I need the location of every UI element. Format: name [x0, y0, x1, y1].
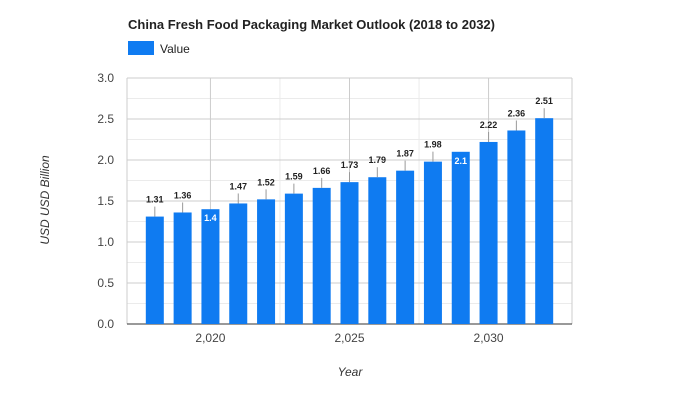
y-axis-title: USD USD Billion [38, 155, 52, 245]
data-label: 2.36 [508, 108, 526, 118]
data-label: 1.36 [174, 190, 192, 200]
bar[interactable] [145, 216, 164, 324]
bar[interactable] [507, 130, 526, 324]
data-label: 1.66 [313, 166, 331, 176]
bar[interactable] [173, 212, 192, 324]
data-label: 1.31 [146, 195, 164, 205]
data-label: 2.22 [480, 120, 498, 130]
x-tick-label: 2,020 [195, 331, 225, 345]
data-label: 1.59 [285, 172, 303, 182]
x-tick-label: 2,025 [334, 331, 364, 345]
y-tick-label: 1.5 [97, 194, 114, 208]
data-label: 1.98 [424, 140, 442, 150]
bar[interactable] [451, 151, 470, 324]
data-labels: 1.31 1.36 1.4 1.47 1.52 1.59 1.66 1.73 1.79 1.87 1… [146, 96, 553, 223]
data-label: 1.47 [229, 181, 247, 191]
data-label: 2.51 [535, 96, 553, 106]
tick-labels: 0.0 0.5 1.0 1.5 2.0 2.5 3.0 2,020 2,025 2,030 [97, 71, 504, 345]
y-tick-label: 2.5 [97, 112, 114, 126]
bar[interactable] [368, 177, 387, 324]
x-axis-title: Year [338, 365, 364, 379]
bar[interactable] [284, 193, 303, 324]
data-label: 1.79 [369, 155, 387, 165]
bar[interactable] [479, 141, 498, 324]
bar[interactable] [201, 209, 220, 324]
x-tick-label: 2,030 [474, 331, 504, 345]
bar[interactable] [396, 170, 415, 324]
chart-title: China Fresh Food Packaging Market Outloo… [128, 17, 495, 32]
data-label: 1.4 [204, 213, 217, 223]
y-tick-label: 2.0 [97, 153, 114, 167]
y-tick-label: 0.5 [97, 276, 114, 290]
bar[interactable] [535, 118, 554, 325]
bar[interactable] [312, 187, 331, 324]
bar[interactable] [340, 182, 359, 324]
y-tick-label: 3.0 [97, 71, 114, 85]
bar[interactable] [423, 161, 442, 324]
bar[interactable] [229, 203, 248, 324]
legend-swatch [128, 41, 154, 55]
legend[interactable]: Value [128, 41, 190, 56]
bar[interactable] [257, 199, 276, 324]
legend-label: Value [160, 42, 190, 56]
y-tick-label: 0.0 [97, 317, 114, 331]
data-label: 2.1 [454, 156, 467, 166]
data-label: 1.52 [257, 177, 275, 187]
data-label: 1.87 [396, 149, 414, 159]
y-tick-label: 1.0 [97, 235, 114, 249]
data-label: 1.73 [341, 160, 359, 170]
bars [145, 118, 554, 325]
